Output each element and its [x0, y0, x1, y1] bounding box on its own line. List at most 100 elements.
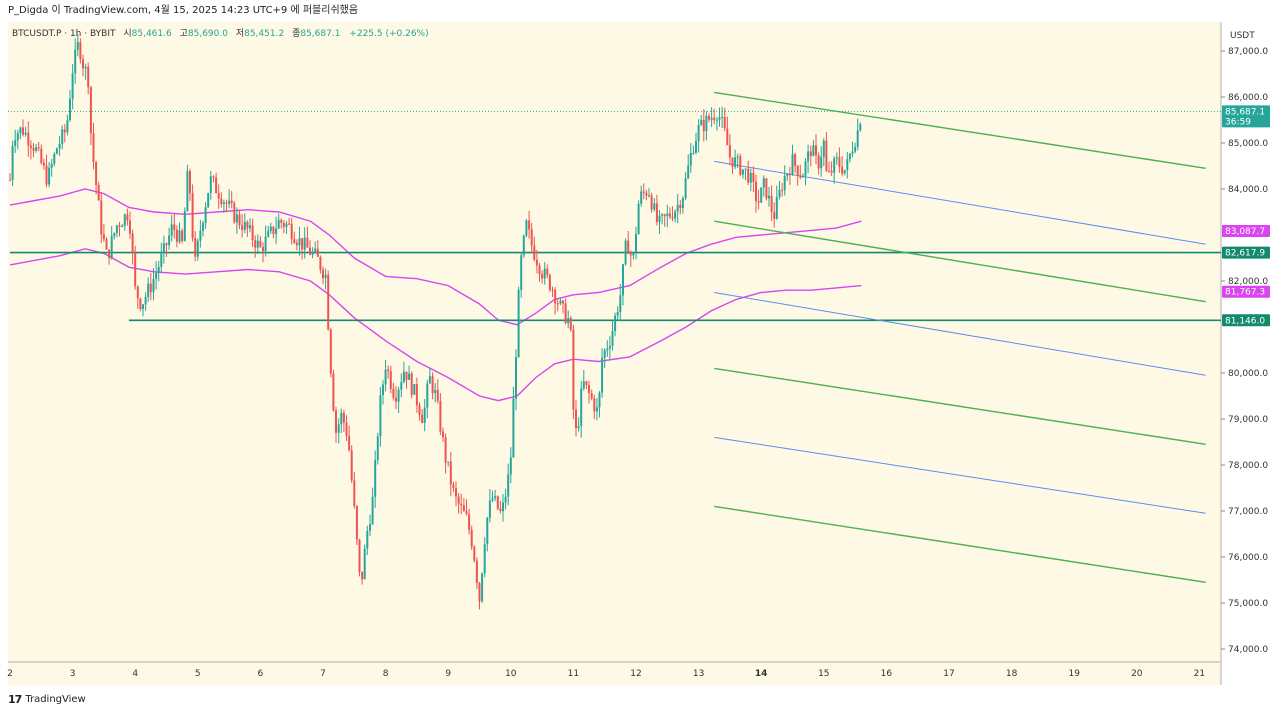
price-tick-label: 76,000.0	[1228, 553, 1268, 563]
candle	[48, 162, 51, 188]
candle-body	[509, 457, 512, 475]
candle	[548, 273, 551, 292]
candle	[744, 168, 747, 180]
publish-info-bar: P_Digda 이 TradingView.com, 4월 15, 2025 1…	[0, 0, 1280, 22]
candle-body	[295, 242, 298, 246]
candle-body	[533, 245, 536, 260]
candle	[32, 143, 35, 158]
candle	[84, 63, 87, 80]
candle-body	[345, 422, 348, 436]
candle	[303, 227, 306, 259]
candle-body	[608, 345, 611, 349]
candle	[259, 236, 262, 248]
candle-body	[671, 216, 674, 219]
candle-body	[225, 202, 228, 204]
candle-body	[473, 547, 476, 561]
candle-body	[708, 115, 710, 120]
candle-body	[728, 145, 731, 158]
candle	[804, 158, 807, 186]
candle-body	[585, 381, 588, 385]
candle	[470, 525, 473, 550]
candle-body	[765, 178, 768, 199]
candle	[648, 187, 650, 198]
candle	[314, 241, 317, 254]
time-tick-label: 6	[258, 669, 264, 679]
candle-body	[363, 548, 366, 580]
candle	[622, 263, 624, 306]
candle-body	[178, 230, 181, 242]
candle-body	[715, 119, 718, 121]
candle	[183, 207, 186, 242]
candle-body	[14, 140, 17, 146]
candle	[530, 222, 533, 254]
candle-body	[16, 133, 19, 141]
candle-body	[298, 238, 301, 246]
candle-body	[807, 151, 810, 162]
envelope-upper-line	[9, 188, 862, 326]
candle-body	[40, 148, 43, 163]
candle-body	[118, 225, 121, 227]
price-axis-background[interactable]	[1221, 22, 1273, 685]
candle-body	[564, 303, 567, 323]
candle-body	[491, 498, 494, 501]
price-tick-label: 87,000.0	[1228, 47, 1268, 57]
candle-body	[66, 120, 69, 133]
candle	[24, 126, 27, 137]
candle	[820, 146, 823, 177]
candle	[142, 304, 144, 317]
candle	[546, 264, 549, 279]
candle	[726, 116, 729, 146]
candle	[702, 109, 705, 142]
candle	[762, 175, 765, 197]
candle	[327, 270, 330, 331]
candle	[768, 186, 770, 207]
candle	[760, 187, 763, 203]
candle	[340, 408, 343, 434]
candle	[16, 129, 19, 150]
price-tick-label: 86,000.0	[1228, 93, 1268, 103]
candle	[9, 173, 11, 182]
candle-body	[48, 167, 51, 185]
candle	[491, 490, 494, 503]
candle	[418, 402, 421, 421]
candle-body	[841, 166, 844, 174]
candle	[345, 415, 348, 442]
candle-body	[530, 229, 533, 246]
candle-body	[405, 371, 408, 380]
candle-body	[595, 407, 598, 412]
candle	[687, 154, 690, 180]
candle	[228, 189, 231, 209]
candle	[452, 481, 455, 493]
candle	[82, 54, 84, 77]
candle	[695, 132, 697, 155]
candle	[507, 463, 510, 506]
candle	[528, 210, 531, 239]
candle-body	[538, 265, 541, 275]
tradingview-logo-icon[interactable]: 17	[8, 692, 22, 706]
candle	[577, 417, 580, 432]
time-tick-label: 12	[630, 669, 641, 679]
candle	[457, 493, 460, 514]
candle	[661, 213, 664, 225]
candle-body	[32, 148, 35, 151]
candle-body	[183, 211, 186, 242]
channel-line-blue-6	[714, 436, 1206, 514]
candle-body	[382, 384, 384, 396]
plot-background	[8, 22, 1221, 685]
candle-body	[428, 376, 431, 384]
footer-brand[interactable]: TradingView	[25, 693, 86, 705]
candle-body	[209, 176, 212, 193]
candle	[736, 153, 739, 168]
candle-body	[89, 87, 92, 134]
current-price-tag-label: 85,687.1	[1225, 107, 1265, 117]
candle	[189, 168, 191, 202]
candle	[601, 348, 604, 398]
candle-body	[848, 153, 851, 160]
candle-body	[663, 214, 666, 217]
candle-body	[504, 496, 507, 503]
candle	[100, 192, 103, 243]
candle-body	[110, 236, 113, 259]
candle-body	[87, 66, 90, 88]
candle	[389, 365, 392, 394]
